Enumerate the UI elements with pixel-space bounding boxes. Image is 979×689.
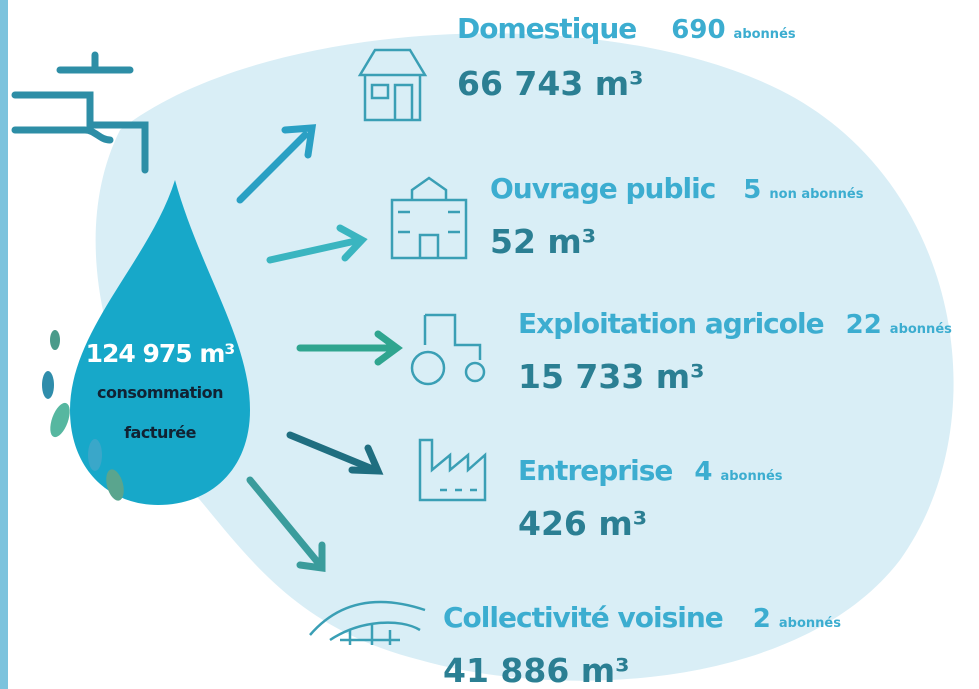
total-label: consommation (97, 383, 223, 402)
side-border (0, 0, 8, 689)
category-count-label: non abonnés (769, 187, 863, 202)
category-name: Ouvrage public (490, 172, 715, 205)
category-title: Collectivité voisine 2 abonnés (443, 601, 841, 634)
arrows (236, 124, 403, 573)
village-icon (309, 600, 426, 645)
category-title: Domestique 690 abonnés (457, 12, 796, 45)
tractor-icon (410, 313, 486, 386)
category-title: Entreprise 4 abonnés (518, 454, 783, 487)
category-volume: 66 743 m³ (457, 64, 644, 103)
category-name: Entreprise (518, 454, 672, 487)
leaves (42, 330, 124, 501)
category-count: 4 (694, 457, 712, 487)
category-volume: 15 733 m³ (518, 357, 705, 396)
category-count: 22 (846, 310, 882, 340)
category-volume: 41 886 m³ (443, 651, 630, 689)
tap-icon (11, 51, 149, 174)
categories: Domestique 690 abonnés 66 743 m³ Ouvrage pub… (443, 12, 952, 689)
category-volume: 426 m³ (518, 504, 647, 543)
background-blob (95, 33, 954, 681)
category-title: Ouvrage public 5 non abonnés (490, 172, 864, 205)
category-name: Collectivité voisine (443, 601, 723, 634)
water-drop (70, 180, 250, 505)
category-count-label: abonnés (779, 616, 841, 631)
total-volume: 124 975 m³ (86, 339, 235, 368)
building-icon (390, 176, 468, 260)
category-count-label: abonnés (720, 469, 782, 484)
category-count-label: abonnés (734, 27, 796, 42)
category-name: Exploitation agricole (518, 307, 824, 340)
factory-icon (418, 438, 487, 502)
house-icon (357, 48, 428, 122)
category-title: Exploitation agricole 22 abonnés (518, 307, 952, 340)
category-count: 2 (753, 604, 771, 634)
category-count: 5 (743, 175, 761, 205)
category-name: Domestique (457, 12, 636, 45)
category-count: 690 (671, 15, 725, 45)
category-volume: 52 m³ (490, 222, 596, 261)
total-label: facturée (124, 423, 197, 442)
category-count-label: abonnés (890, 322, 952, 337)
